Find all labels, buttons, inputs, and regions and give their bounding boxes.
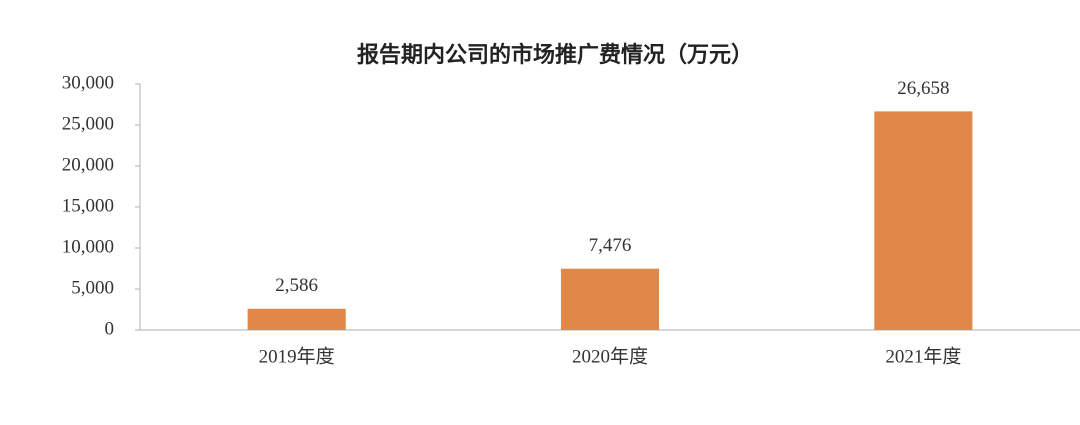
bar: [560, 268, 660, 330]
value-label: 26,658: [897, 78, 949, 99]
x-tick-label: 2020年度: [572, 345, 648, 367]
value-label: 7,476: [589, 235, 632, 256]
y-tick-label: 5,000: [71, 277, 114, 298]
bar: [874, 111, 973, 330]
y-tick-label: 30,000: [62, 72, 114, 93]
y-tick-label: 20,000: [62, 154, 114, 175]
value-label: 2,586: [275, 275, 318, 296]
y-tick-label: 0: [105, 318, 115, 339]
x-tick-label: 2021年度: [885, 345, 961, 367]
x-tick-label: 2019年度: [259, 345, 335, 367]
y-tick-label: 25,000: [62, 113, 114, 134]
y-tick-label: 10,000: [62, 236, 114, 257]
chart-title: 报告期内公司的市场推广费情况（万元）: [357, 42, 753, 68]
bar: [247, 308, 346, 330]
y-tick-label: 15,000: [62, 195, 114, 216]
